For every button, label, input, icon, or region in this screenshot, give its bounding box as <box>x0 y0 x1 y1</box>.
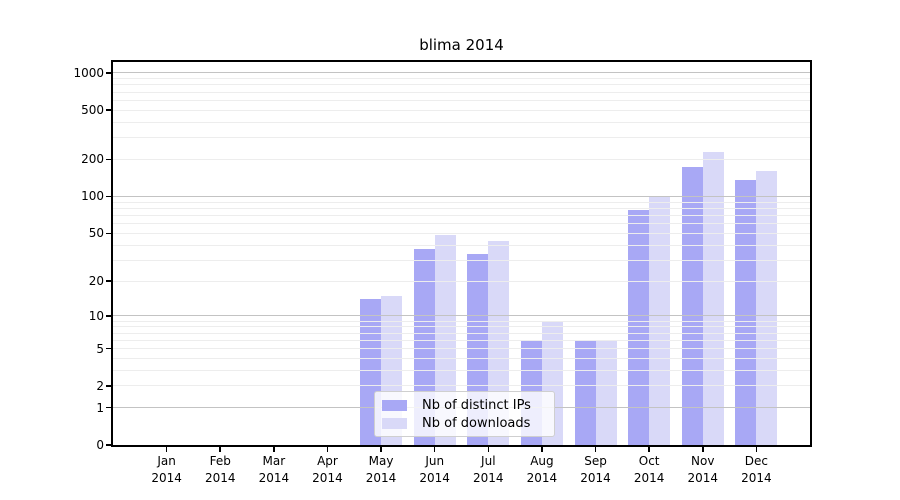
x-tick-label: Jun 2014 <box>419 454 450 485</box>
y-tick <box>106 406 112 409</box>
y-tick <box>106 109 112 111</box>
y-tick <box>106 347 112 350</box>
y-tick-label: 5 <box>96 341 104 356</box>
y-tick <box>106 444 112 446</box>
x-tick-label: Oct 2014 <box>633 454 665 485</box>
y-tick <box>106 232 112 235</box>
legend-item-downloads: Nb of downloads <box>382 415 546 431</box>
legend: Nb of distinct IPs Nb of downloads <box>374 391 555 437</box>
x-tick-label: Jul 2014 <box>473 454 504 485</box>
legend-label-distinct-ips: Nb of distinct IPs <box>422 397 531 413</box>
y-tick-label: 50 <box>88 226 104 241</box>
y-tick-label: 200 <box>81 152 104 167</box>
x-tick <box>219 447 221 452</box>
x-tick <box>326 447 329 452</box>
x-tick-label: Sep 2014 <box>580 454 611 485</box>
y-tick <box>106 385 112 387</box>
x-tick <box>541 447 543 452</box>
legend-label-downloads: Nb of downloads <box>422 415 531 431</box>
y-tick-label: 20 <box>88 274 104 289</box>
x-tick <box>648 447 650 452</box>
plot-area: Nb of distinct IPs Nb of downloads <box>111 60 812 447</box>
y-tick-label: 1000 <box>73 65 104 80</box>
legend-swatch-downloads <box>382 417 407 429</box>
bar-oct-ips <box>628 209 650 445</box>
bar-sep-ips <box>574 340 596 445</box>
x-tick-label: Feb 2014 <box>204 454 236 485</box>
y-tick-label: 0 <box>96 438 104 452</box>
x-tick-label: Nov 2014 <box>687 454 719 485</box>
x-tick-label: Aug 2014 <box>526 454 558 485</box>
x-tick-label: Mar 2014 <box>258 454 290 485</box>
y-tick <box>106 315 112 317</box>
x-tick <box>433 447 436 452</box>
x-tick-label: May 2014 <box>365 454 397 485</box>
x-tick-label: Dec 2014 <box>741 454 772 485</box>
legend-swatch-distinct-ips <box>382 399 407 411</box>
y-tick <box>106 72 112 74</box>
y-tick-label: 1 <box>96 400 104 415</box>
y-tick-label: 2 <box>96 378 104 393</box>
bar-dec-ips <box>735 180 757 445</box>
bar-oct-downloads <box>649 196 671 445</box>
x-tick <box>165 447 168 452</box>
x-tick <box>487 447 490 452</box>
bar-nov-ips <box>681 166 703 445</box>
x-tick <box>702 447 704 452</box>
bar-nov-downloads <box>702 151 724 445</box>
bar-dec-downloads <box>756 171 778 445</box>
y-tick <box>106 158 112 161</box>
y-tick <box>106 280 112 282</box>
y-tick <box>106 195 112 198</box>
y-tick-label: 500 <box>81 103 104 118</box>
x-tick-label: Apr 2014 <box>312 454 343 485</box>
y-tick-label: 100 <box>81 189 104 204</box>
legend-item-distinct-ips: Nb of distinct IPs <box>382 397 546 413</box>
x-tick-label: Jan 2014 <box>151 454 182 485</box>
bar-sep-downloads <box>595 340 617 445</box>
bars-layer <box>113 62 810 445</box>
x-tick <box>273 447 275 452</box>
chart-title: blima 2014 <box>419 36 504 54</box>
x-tick <box>755 447 758 452</box>
x-tick <box>380 447 382 452</box>
x-tick <box>594 447 597 452</box>
y-tick-label: 10 <box>88 308 104 323</box>
